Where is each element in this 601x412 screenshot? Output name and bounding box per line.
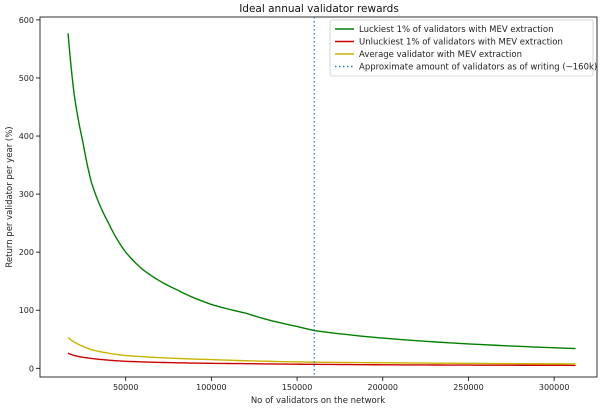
legend-entry-label: Average validator with MEV extraction: [359, 50, 522, 60]
x-tick-label: 250000: [453, 383, 484, 392]
x-axis-ticks: 50000 100000 150000 200000 250000 300000: [113, 377, 569, 392]
x-tick-label: 300000: [539, 383, 570, 392]
y-tick-label: 300: [19, 190, 34, 199]
y-axis-ticks: 0 100 200 300 400 500 600: [19, 16, 40, 373]
y-axis-label: Return per validator per year (%): [5, 126, 15, 267]
series-line-2: [67, 336, 576, 365]
y-tick-label: 600: [19, 16, 34, 25]
series-lines: [67, 33, 576, 367]
legend-box: [329, 19, 594, 77]
y-tick-label: 0: [29, 364, 34, 373]
legend-entry-label: Unluckiest 1% of validators with MEV ext…: [359, 38, 563, 48]
x-tick-label: 150000: [282, 383, 313, 392]
x-axis-label: No of validators on the network: [251, 396, 385, 406]
y-tick-label: 500: [19, 74, 34, 83]
series-line-1: [67, 352, 576, 367]
legend: Luckiest 1% of validators with MEV extra…: [329, 19, 597, 77]
series-line-0: [67, 33, 576, 350]
y-tick-label: 100: [19, 306, 34, 315]
y-tick-label: 200: [19, 248, 34, 257]
legend-entry-label: Approximate amount of validators as of w…: [359, 63, 597, 73]
plot-area: [39, 16, 598, 378]
y-tick-label: 400: [19, 132, 34, 141]
legend-entry-label: Luckiest 1% of validators with MEV extra…: [359, 25, 554, 35]
chart-title: Ideal annual validator rewards: [239, 3, 399, 15]
x-tick-label: 50000: [113, 383, 138, 392]
x-tick-label: 200000: [367, 383, 398, 392]
x-tick-label: 100000: [196, 383, 227, 392]
